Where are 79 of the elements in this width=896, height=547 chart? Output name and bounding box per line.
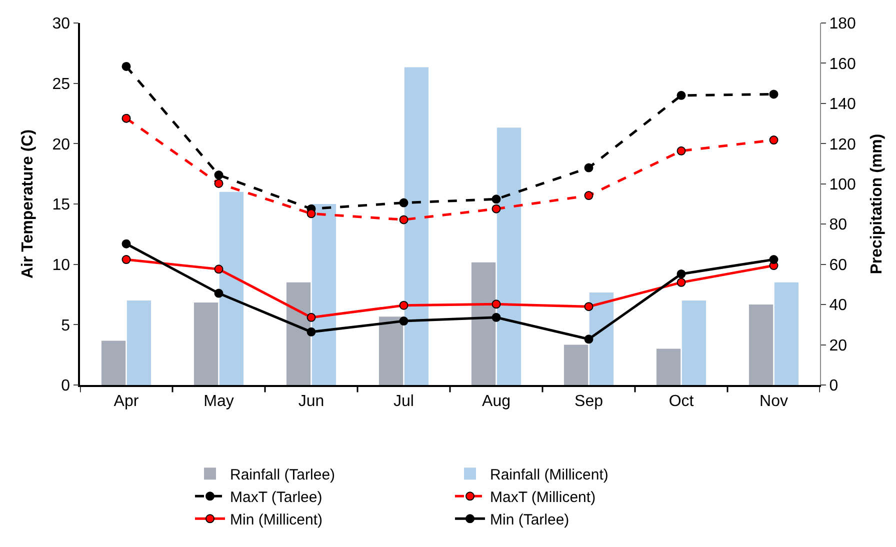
point — [306, 209, 316, 218]
point — [584, 163, 594, 172]
point — [584, 302, 594, 312]
bar — [101, 340, 126, 385]
y2-tick-label: 180 — [829, 16, 856, 33]
bar — [748, 304, 774, 385]
y2-tick-label: 40 — [829, 297, 848, 314]
x-tick-label: May — [204, 392, 234, 410]
bar — [471, 262, 496, 385]
legend-label: Rainfall (Millicent) — [490, 466, 608, 484]
legend-label: MaxT (Millicent) — [490, 489, 596, 506]
y2-tick-label: 160 — [829, 56, 856, 73]
bar — [774, 282, 799, 385]
y-axis-title: Air Temperature (C) — [20, 129, 37, 279]
y-tick-label: 0 — [61, 378, 70, 395]
bar — [496, 128, 522, 385]
point — [769, 136, 778, 145]
y2-tick-label: 20 — [829, 337, 848, 354]
bar — [656, 348, 681, 385]
point — [399, 316, 408, 326]
legend-label: MaxT (Tarlee) — [230, 489, 322, 506]
point — [676, 278, 686, 287]
bar — [682, 300, 706, 385]
bar — [589, 292, 614, 385]
x-tick-label: Apr — [114, 392, 140, 410]
bar — [286, 282, 311, 385]
point — [214, 264, 224, 274]
x-tick-label: Aug — [482, 392, 510, 410]
point — [122, 255, 131, 264]
bar — [126, 300, 152, 385]
y-tick-label: 5 — [61, 317, 70, 334]
y-tick-label: 25 — [52, 76, 70, 93]
point — [769, 90, 778, 99]
bar — [378, 316, 404, 385]
y2-tick-label: 140 — [829, 96, 856, 114]
point — [584, 334, 594, 344]
point — [306, 312, 316, 322]
point — [122, 114, 131, 123]
y2-axis-title: Precipitation (mm) — [868, 134, 886, 274]
y-tick-label: 30 — [52, 16, 70, 33]
point — [214, 170, 224, 180]
x-tick-label: Jul — [394, 392, 414, 410]
point — [769, 255, 778, 264]
y-tick-label: 15 — [52, 196, 70, 214]
point — [122, 239, 131, 248]
point — [676, 269, 686, 278]
point — [492, 204, 501, 214]
y-tick-label: 10 — [52, 256, 70, 274]
x-tick-label: Oct — [668, 392, 694, 410]
point — [122, 62, 131, 71]
point — [492, 300, 501, 309]
point — [676, 90, 686, 100]
y-tick-label: 20 — [52, 136, 70, 154]
point — [676, 146, 686, 156]
bar — [312, 204, 336, 385]
point — [492, 312, 501, 322]
y2-tick-label: 120 — [829, 136, 856, 154]
bar — [404, 67, 429, 385]
point — [399, 198, 408, 208]
legend-label: Min (Millicent) — [230, 512, 323, 528]
legend-label: Rainfall (Tarlee) — [230, 466, 336, 484]
point — [584, 191, 594, 200]
point — [492, 194, 501, 204]
point — [399, 300, 408, 310]
point — [214, 178, 224, 188]
x-tick-label: Jun — [298, 392, 324, 410]
y2-tick-label: 80 — [829, 216, 848, 234]
x-tick-label: Nov — [760, 392, 788, 410]
y2-tick-label: 60 — [829, 256, 848, 274]
bar — [564, 344, 588, 385]
bar — [194, 302, 218, 385]
legend-label: Min (Tarlee) — [490, 512, 570, 528]
y2-tick-label: 100 — [829, 176, 856, 194]
x-tick-label: Sep — [574, 392, 604, 410]
point — [214, 288, 224, 298]
y2-tick-label: 0 — [829, 378, 838, 395]
point — [306, 327, 316, 336]
point — [399, 215, 408, 224]
bar — [219, 192, 244, 385]
